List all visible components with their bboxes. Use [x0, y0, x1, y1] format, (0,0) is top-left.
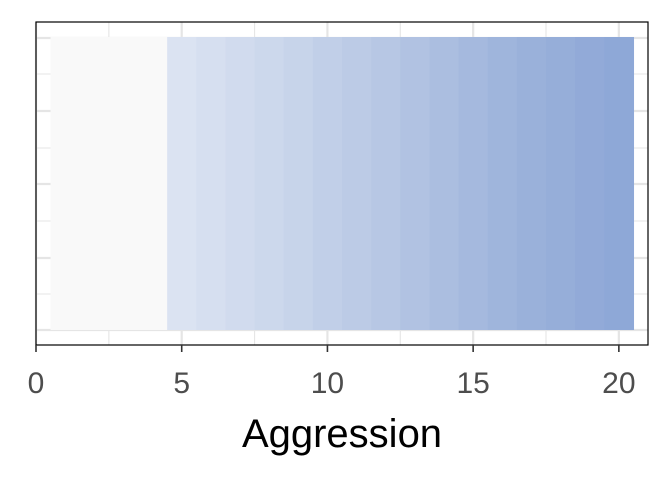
heatmap-cells	[50, 37, 635, 330]
heatmap-cell	[458, 37, 489, 330]
x-axis-tick-labels: 0 5 10 15 20	[28, 367, 636, 400]
heatmap-cell	[254, 37, 285, 330]
heatmap-cell	[50, 37, 168, 330]
x-axis-title: Aggression	[242, 412, 442, 456]
heatmap-cell	[371, 37, 401, 330]
heatmap-cell	[225, 37, 256, 330]
heatmap-cell	[604, 37, 635, 330]
heatmap-cell	[196, 37, 227, 330]
x-tick-label: 15	[456, 367, 489, 400]
heatmap-cell	[342, 37, 372, 330]
x-tick-label: 10	[311, 367, 344, 400]
panel-border	[35, 21, 649, 346]
x-tick-label: 5	[173, 367, 190, 400]
heatmap-cell	[283, 37, 314, 330]
x-axis-ticks	[35, 345, 620, 352]
heatmap-cell	[546, 37, 576, 330]
heatmap-cell	[400, 37, 431, 330]
heatmap-cell	[167, 37, 197, 330]
x-tick-label: 0	[28, 367, 45, 400]
heatmap-cell	[429, 37, 460, 330]
heatmap-cell	[575, 37, 605, 330]
heatmap-cell	[312, 37, 343, 330]
heatmap-cell	[516, 37, 547, 330]
x-tick-label: 20	[602, 367, 635, 400]
heatmap-cell	[487, 37, 518, 330]
